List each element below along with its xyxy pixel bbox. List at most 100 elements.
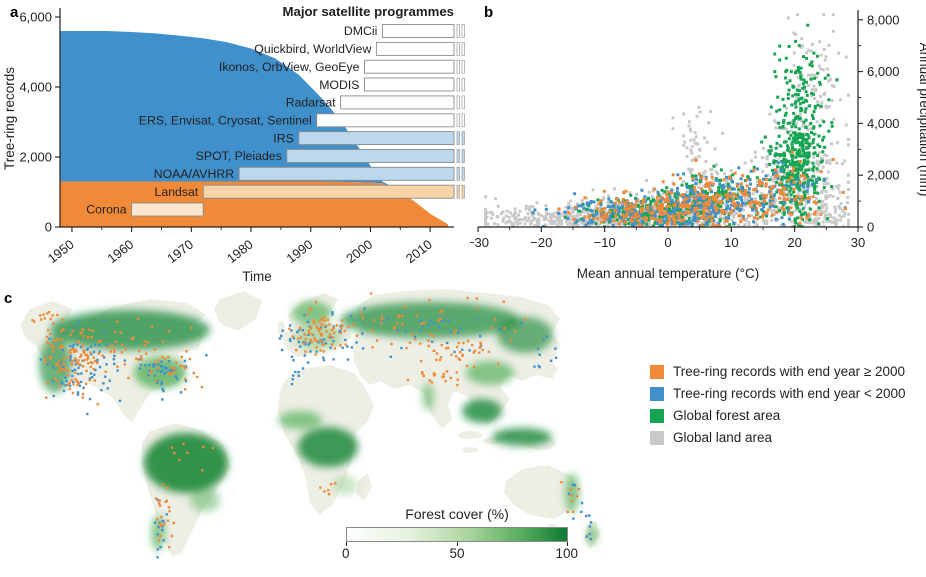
legend-swatch-green — [650, 408, 664, 423]
forest-patch — [292, 301, 332, 325]
satellite-bar — [286, 149, 455, 163]
colorbar-tick-0: 0 — [342, 546, 350, 561]
y-tick-label: 2,000 — [867, 168, 900, 183]
y-tick-label: 6,000 — [19, 10, 52, 25]
satellite-bar-continuation-dash — [456, 113, 460, 128]
y-tick-label: 0 — [45, 220, 52, 235]
satellite-bar-label: MODIS — [319, 78, 359, 92]
satellite-bar-continuation-dash — [461, 77, 465, 92]
satellite-bar-label: Radarsat — [286, 96, 336, 110]
satellite-bar-continuation-dash — [461, 167, 465, 181]
panel-b-label: b — [484, 4, 494, 21]
satellite-bar-continuation-dash — [456, 131, 460, 145]
panel-a-y-axis-label: Tree-ring records — [2, 67, 17, 170]
x-tick-label: 2010 — [403, 237, 435, 267]
continent — [214, 291, 262, 331]
legend-label: Tree-ring records with end year < 2000 — [673, 386, 906, 401]
satellite-bar-continuation-dash — [461, 42, 465, 56]
forest-patch — [466, 361, 514, 385]
satellite-bar — [340, 95, 455, 110]
satellite-bar — [375, 41, 455, 56]
colorbar-title: Forest cover (%) — [405, 506, 509, 522]
panel-c-label: c — [4, 290, 13, 307]
colorbar-tick-50: 50 — [449, 546, 465, 561]
scatter-series-green — [563, 23, 839, 227]
x-tick-label: 30 — [851, 235, 865, 250]
legend-swatch-gray — [650, 430, 664, 445]
x-tick-label: −10 — [594, 235, 616, 250]
island — [462, 447, 478, 453]
panel-a-title: Major satellite programmes — [283, 4, 455, 19]
forest-patch — [462, 399, 502, 423]
map-legend: Tree-ring records with end year ≥ 2000 T… — [650, 364, 906, 452]
forest-patch — [298, 427, 358, 467]
satellite-bar-label: DMCii — [344, 24, 377, 38]
legend-item-forest-area: Global forest area — [650, 408, 906, 423]
panel-a-chart: DMCii Quickbird, WorldView Ikonos, OrbView… — [0, 0, 470, 285]
forest-patch — [144, 433, 228, 493]
forest-cover-colorbar: Forest cover (%) 0 50 100 — [342, 506, 578, 562]
satellite-bar-continuation-dash — [456, 184, 460, 199]
y-tick-label: 4,000 — [19, 80, 52, 95]
satellite-bar-label: Corona — [86, 203, 126, 217]
scatter-series-orange — [557, 150, 847, 227]
satellite-bar — [316, 113, 455, 128]
satellite-bar-label: Ikonos, OrbView, GeoEye — [219, 60, 360, 74]
forest-patch — [587, 525, 597, 545]
forest-patch — [333, 475, 357, 495]
map-tree-ring-sites-orange — [31, 292, 581, 549]
satellite-bar-continuation-dash — [456, 95, 460, 110]
legend-item-land-area: Global land area — [650, 430, 906, 445]
legend-label: Global land area — [673, 430, 773, 445]
y-tick-label: 8,000 — [867, 12, 900, 27]
x-tick-label: 1990 — [284, 237, 316, 267]
satellite-bar-continuation-dash — [456, 77, 460, 92]
colorbar-labels: 0 50 100 — [342, 546, 578, 562]
forest-patch — [565, 473, 579, 513]
satellite-bar-label: Landsat — [155, 185, 199, 199]
satellite-bar-continuation-dash — [456, 24, 460, 38]
x-tick-label: 10 — [724, 235, 738, 250]
satellite-bar-continuation-dash — [461, 131, 465, 145]
satellite-bar — [298, 131, 455, 146]
legend-swatch-blue — [650, 386, 664, 401]
continent — [356, 473, 372, 501]
satellite-bar-continuation-dash — [461, 149, 465, 163]
y-tick-label: 2,000 — [19, 150, 52, 165]
forest-patch — [278, 411, 322, 429]
legend-swatch-orange — [650, 364, 664, 379]
forest-patch — [497, 317, 553, 353]
satellite-bar-continuation-dash — [456, 42, 460, 56]
satellite-bar-continuation-dash — [456, 167, 460, 181]
island — [277, 321, 285, 335]
y-tick-label: 4,000 — [867, 116, 900, 131]
panel-a-svg: DMCii Quickbird, WorldView Ikonos, OrbView… — [2, 4, 465, 284]
satellite-bar-label: Quickbird, WorldView — [254, 42, 371, 56]
legend-item-tree-ring-old: Tree-ring records with end year < 2000 — [650, 386, 906, 401]
satellite-bar-label: SPOT, Pleiades — [196, 149, 282, 163]
legend-label: Tree-ring records with end year ≥ 2000 — [673, 364, 906, 379]
x-tick-label: −30 — [470, 235, 489, 250]
satellite-bar-label: IRS — [273, 131, 294, 145]
colorbar-gradient — [346, 527, 568, 542]
panel-b-chart: −30 −20 −10 0 10 20 30 0 2,000 4,000 6,000 8,000 Mea… — [467, 0, 926, 285]
scatter-layer — [484, 13, 850, 227]
panel-b-x-axis-label: Mean annual temperature (°C) — [577, 266, 760, 281]
panel-b-y-axis-label: Annual precipitation (mm) — [917, 43, 926, 197]
x-tick-label: 1970 — [164, 237, 196, 267]
panel-b-svg: −30 −20 −10 0 10 20 3002,0004,0006,0008,000Mea… — [467, 10, 926, 281]
y-tick-label: 0 — [867, 220, 874, 235]
forest-cover-layer — [39, 301, 597, 551]
panel-c-map — [0, 285, 926, 572]
satellite-bar — [381, 24, 455, 38]
forest-patch — [50, 310, 210, 350]
satellite-bar-label: ERS, Envisat, Cryosat, Sentinel — [139, 114, 312, 128]
forest-patch — [492, 428, 552, 446]
x-tick-label: 2000 — [343, 237, 375, 267]
island — [458, 431, 482, 439]
continent — [544, 335, 560, 363]
legend-item-tree-ring-recent: Tree-ring records with end year ≥ 2000 — [650, 364, 906, 379]
satellite-bar — [131, 202, 204, 217]
satellite-bar-continuation-dash — [461, 95, 465, 110]
x-tick-label: 1950 — [45, 237, 77, 267]
